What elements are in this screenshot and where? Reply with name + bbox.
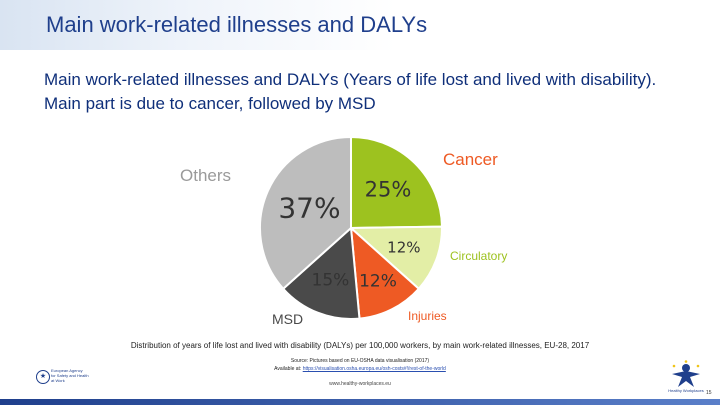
slice-value-label-cancer: 25% xyxy=(365,177,412,201)
agency-logo: ★ European Agency for Safety and Health … xyxy=(36,368,106,396)
pie-slice-msd xyxy=(281,225,361,320)
pie-slice-others xyxy=(259,135,352,291)
category-label-cancer: Cancer xyxy=(443,150,498,169)
slice-value-label-msd: 15% xyxy=(312,271,350,291)
page-title: Main work-related illnesses and DALYs xyxy=(46,12,428,37)
source-line: Source: Pictures based on EU-OSHA data v… xyxy=(290,358,430,364)
header-band: Main work-related illnesses and DALYs xyxy=(0,0,720,50)
chart-caption: Distribution of years of life lost and l… xyxy=(130,341,590,350)
source-prefix: Available at: xyxy=(274,366,302,372)
source-link[interactable]: https://visualisation.osha.europa.eu/osh… xyxy=(302,366,446,372)
category-label-others: Others xyxy=(180,166,232,185)
website-url[interactable]: www.healthy-workplaces.eu xyxy=(329,381,391,387)
pie-slice-injuries xyxy=(349,225,421,320)
category-label-injuries: Injuries xyxy=(408,309,447,323)
pie-slice-circulatory xyxy=(348,225,443,291)
healthy-workplaces-text: Healthy Workplaces xyxy=(668,388,704,393)
pie-slice-cancer xyxy=(350,135,444,230)
agency-logo-line: European Agency xyxy=(51,368,83,373)
agency-logo-text: European Agency for Safety and Health at… xyxy=(51,368,111,383)
page-number: 15 xyxy=(706,390,712,396)
agency-logo-line: at Work xyxy=(51,378,65,383)
slice-value-label-circulatory: 12% xyxy=(387,238,420,256)
agency-logo-line: for Safety and Health xyxy=(51,373,89,378)
footer-bar xyxy=(0,399,720,405)
source-availability: Available at: https://visualisation.osha… xyxy=(0,365,720,373)
slice-value-label-injuries: 12% xyxy=(359,272,397,292)
eu-star-icon: ★ xyxy=(36,370,50,384)
slice-value-label-others: 37% xyxy=(278,191,340,224)
source-note: Source: Pictures based on EU-OSHA data v… xyxy=(0,357,720,373)
healthy-workplaces-logo: Healthy Workplaces xyxy=(666,360,706,394)
healthy-workplaces-icon xyxy=(672,360,700,387)
slide-subtitle: Main work-related illnesses and DALYs (Y… xyxy=(44,70,657,113)
category-label-circulatory: Circulatory xyxy=(450,249,508,263)
category-label-msd: MSD xyxy=(272,311,304,327)
